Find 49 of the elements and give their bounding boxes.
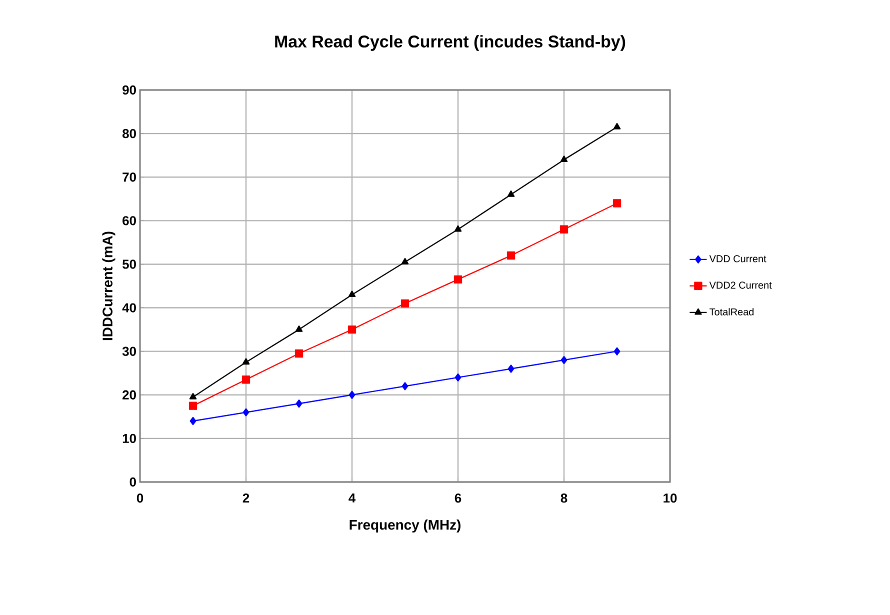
point — [454, 225, 462, 232]
point — [348, 325, 356, 334]
y-tick-label: 10 — [122, 434, 136, 444]
point — [400, 299, 410, 308]
point — [242, 376, 250, 384]
y-axis-title: IDDCurrent (mA) — [102, 232, 116, 340]
legend-label: VDD Current — [709, 255, 766, 262]
y-tick-label: 50 — [122, 260, 136, 269]
y-tick-label: 40 — [122, 303, 136, 312]
point — [560, 156, 568, 162]
point — [560, 225, 568, 234]
y-tick-label: 70 — [122, 172, 136, 182]
point — [402, 382, 408, 390]
point — [242, 408, 250, 416]
point — [242, 358, 250, 365]
legend-label: TotalRead — [710, 308, 754, 316]
y-tick-label: 60 — [122, 216, 136, 226]
point — [401, 258, 409, 264]
y-tick-label: 20 — [122, 390, 136, 400]
y-tick-label: 90 — [122, 85, 136, 95]
x-tick-label: 4 — [348, 494, 356, 502]
x-axis-title: Frequency (MHz) — [350, 520, 460, 533]
point — [348, 390, 356, 399]
point — [295, 325, 303, 332]
point — [612, 199, 622, 208]
point — [454, 373, 462, 382]
point — [348, 290, 356, 298]
point — [188, 402, 198, 410]
point — [560, 356, 568, 364]
point — [454, 275, 462, 284]
point — [294, 349, 304, 358]
y-tick-label: 0 — [130, 477, 136, 487]
point — [613, 122, 621, 130]
legend-label: VDD2 Current — [709, 282, 772, 289]
point — [508, 364, 514, 373]
x-tick-label: 8 — [560, 494, 568, 503]
x-tick-label: 0 — [136, 494, 144, 503]
x-tick-label: 10 — [664, 494, 677, 503]
x-tick-label: 2 — [242, 494, 250, 503]
x-tick-label: 6 — [454, 494, 462, 503]
y-tick-label: 80 — [122, 128, 136, 138]
y-tick-label: 30 — [122, 346, 136, 356]
point — [507, 190, 515, 197]
chart-title: Max Read Cycle Current (incudes Stand-by) — [275, 35, 626, 51]
point — [189, 392, 197, 400]
point — [614, 347, 620, 356]
point — [296, 400, 302, 408]
point — [190, 416, 196, 426]
point — [506, 251, 516, 260]
